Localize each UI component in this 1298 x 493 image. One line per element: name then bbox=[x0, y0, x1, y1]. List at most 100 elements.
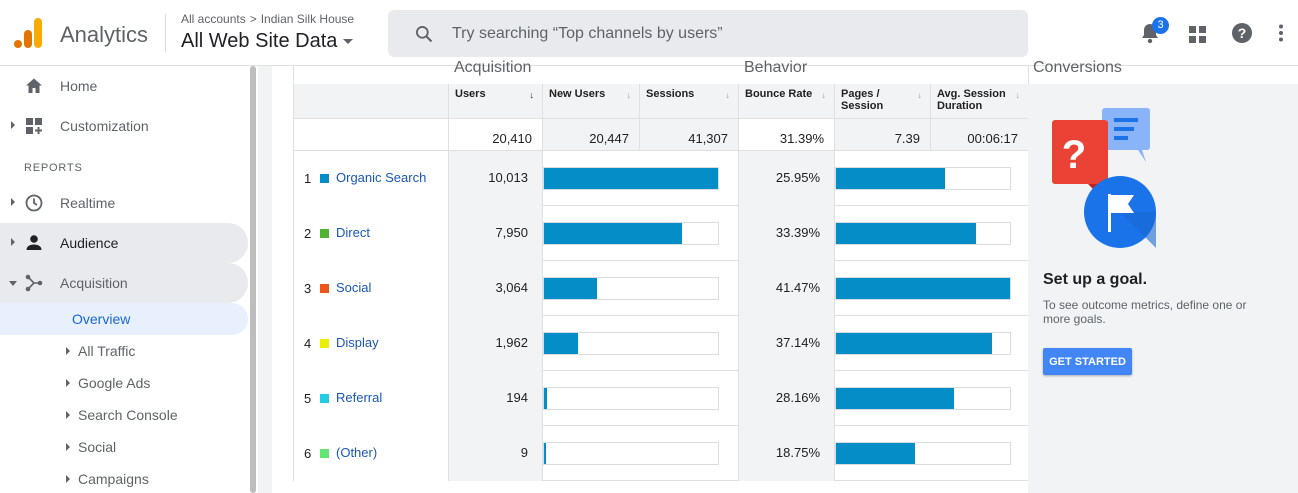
legend-swatch bbox=[320, 174, 329, 183]
help-icon[interactable]: ? bbox=[1231, 22, 1253, 44]
goal-illustration-icon: ? bbox=[1052, 108, 1156, 248]
bounce-bar-track bbox=[835, 277, 1011, 300]
sidebar-subitem-search-console[interactable]: Search Console bbox=[0, 399, 248, 431]
sidebar-item-audience[interactable]: Audience bbox=[0, 223, 248, 263]
bounce-rate-value: 28.16% bbox=[775, 390, 820, 405]
top-header: Analytics All accounts > Indian Silk House… bbox=[0, 0, 1298, 66]
bounce-bar-cell bbox=[834, 261, 1028, 316]
apps-grid-icon[interactable] bbox=[1189, 26, 1207, 44]
breadcrumb-account[interactable]: Indian Silk House bbox=[260, 12, 355, 26]
bounce-bar-cell bbox=[834, 316, 1028, 371]
sidebar-item-home[interactable]: Home bbox=[0, 66, 248, 106]
acquisition-icon bbox=[25, 274, 43, 292]
bounce-bar-track bbox=[835, 332, 1011, 355]
channel-link[interactable]: Direct bbox=[336, 225, 370, 240]
bounce-rate-value: 18.75% bbox=[775, 445, 820, 460]
column-header-new-users[interactable]: New Users ↓ bbox=[542, 84, 639, 119]
column-header-users[interactable]: Users ↓ bbox=[448, 84, 542, 119]
users-cell: 194 bbox=[448, 371, 542, 426]
bounce-bar-track bbox=[835, 442, 1011, 465]
notification-count-badge: 3 bbox=[1152, 17, 1169, 34]
sidebar-item-label: Acquisition bbox=[60, 275, 128, 291]
users-bar-track bbox=[543, 277, 719, 300]
users-bar-track bbox=[543, 387, 719, 410]
bounce-rate-cell: 33.39% bbox=[738, 206, 834, 261]
channel-cell: 3 Social bbox=[294, 261, 448, 316]
get-started-button[interactable]: GET STARTED bbox=[1043, 348, 1132, 375]
channel-cell: 2 Direct bbox=[294, 206, 448, 261]
users-bar-cell bbox=[542, 151, 738, 206]
channel-link[interactable]: Display bbox=[336, 335, 379, 350]
column-header-sessions[interactable]: Sessions ↓ bbox=[639, 84, 738, 119]
sidebar-subitem-label: Overview bbox=[72, 311, 131, 327]
acquisition-table: Acquisition Behavior Users ↓ New Users ↓… bbox=[293, 59, 1029, 481]
users-cell: 10,013 bbox=[448, 151, 542, 206]
sort-arrow-icon: ↓ bbox=[1015, 90, 1021, 100]
sidebar-scrollbar[interactable] bbox=[250, 66, 256, 493]
users-cell: 1,962 bbox=[448, 316, 542, 371]
column-header-label: Sessions bbox=[646, 88, 695, 100]
channel-link[interactable]: (Other) bbox=[336, 445, 378, 460]
users-cell: 9 bbox=[448, 426, 542, 481]
sidebar-item-customization[interactable]: Customization bbox=[0, 106, 248, 146]
column-header-avg-session[interactable]: Avg. Session Duration ↓ bbox=[930, 84, 1028, 119]
caret-down-icon bbox=[343, 39, 354, 45]
bounce-bar-cell bbox=[834, 426, 1028, 481]
legend-swatch bbox=[320, 284, 329, 293]
users-bar-track bbox=[543, 442, 719, 465]
users-value: 1,962 bbox=[495, 335, 528, 350]
table-row: 1 Organic Search 10,013 25.95% bbox=[294, 151, 1028, 206]
bounce-bar-track bbox=[835, 167, 1011, 190]
legend-swatch bbox=[320, 449, 329, 458]
sidebar-subitem-all-traffic[interactable]: All Traffic bbox=[0, 335, 248, 367]
column-header-bounce-rate[interactable]: Bounce Rate ↓ bbox=[738, 84, 834, 119]
search-input[interactable] bbox=[452, 22, 992, 46]
channel-link[interactable]: Referral bbox=[336, 390, 383, 405]
bounce-bar bbox=[836, 333, 992, 354]
column-header-pages-session[interactable]: Pages / Session ↓ bbox=[834, 84, 930, 119]
breadcrumb-separator-icon: > bbox=[249, 12, 257, 26]
channel-link[interactable]: Social bbox=[336, 280, 372, 295]
group-label-conversions: Conversions bbox=[1033, 59, 1122, 76]
sidebar-item-label: Audience bbox=[60, 235, 119, 251]
bounce-rate-value: 25.95% bbox=[775, 170, 820, 185]
sidebar-subitem-social[interactable]: Social bbox=[0, 431, 248, 463]
sidebar-item-label: Customization bbox=[60, 118, 149, 134]
total-avg-session: 00:06:17 bbox=[930, 119, 1028, 151]
property-selector[interactable]: All Web Site Data bbox=[181, 30, 354, 53]
users-value: 9 bbox=[520, 445, 528, 460]
bounce-bar-cell bbox=[834, 206, 1028, 261]
sidebar-subitem-campaigns[interactable]: Campaigns bbox=[0, 463, 248, 493]
more-vert-icon[interactable] bbox=[1278, 24, 1284, 42]
users-bar-cell bbox=[542, 371, 738, 426]
total-users: 20,410 bbox=[448, 119, 542, 151]
channel-link[interactable]: Organic Search bbox=[336, 170, 427, 185]
sort-arrow-icon: ↓ bbox=[529, 90, 535, 100]
svg-text:?: ? bbox=[1062, 133, 1086, 177]
sidebar-item-acquisition[interactable]: Acquisition bbox=[0, 263, 248, 303]
users-value: 10,013 bbox=[488, 170, 528, 185]
search-bar[interactable] bbox=[388, 10, 1028, 57]
breadcrumb[interactable]: All accounts > Indian Silk House bbox=[181, 12, 354, 26]
breadcrumb-root[interactable]: All accounts bbox=[181, 12, 246, 26]
expand-arrow-icon bbox=[11, 198, 15, 206]
channel-cell: 4 Display bbox=[294, 316, 448, 371]
sidebar-item-realtime[interactable]: Realtime bbox=[0, 183, 248, 223]
total-new-users: 20,447 bbox=[542, 119, 639, 151]
goal-title: Set up a goal. bbox=[1043, 271, 1148, 288]
column-header-label: Pages / Session bbox=[841, 88, 884, 112]
analytics-logo-icon[interactable] bbox=[14, 18, 42, 48]
sidebar-subitem-google-ads[interactable]: Google Ads bbox=[0, 367, 248, 399]
users-value: 7,950 bbox=[495, 225, 528, 240]
app-name[interactable]: Analytics bbox=[60, 22, 149, 47]
users-cell: 7,950 bbox=[448, 206, 542, 261]
bounce-rate-value: 37.14% bbox=[775, 335, 820, 350]
sort-arrow-icon: ↓ bbox=[821, 90, 827, 100]
bounce-rate-cell: 41.47% bbox=[738, 261, 834, 316]
sidebar-subitem-overview[interactable]: Overview bbox=[0, 303, 248, 335]
total-sessions: 41,307 bbox=[639, 119, 738, 151]
sidebar-subitem-label: Campaigns bbox=[78, 471, 149, 487]
sidebar-subitem-label: Social bbox=[78, 439, 117, 455]
conversions-panel: ? Set up a goal. To see outcome metrics,… bbox=[1028, 84, 1298, 493]
bounce-rate-value: 33.39% bbox=[775, 225, 820, 240]
